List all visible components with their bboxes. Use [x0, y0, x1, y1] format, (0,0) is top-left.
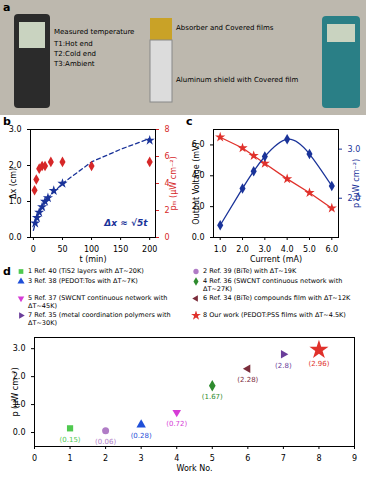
html-text:b: b	[3, 115, 11, 128]
svg-text:Δx (cm): Δx (cm)	[9, 168, 18, 199]
svg-text:0.0: 0.0	[13, 428, 26, 437]
svg-text:Current (mA): Current (mA)	[250, 255, 302, 264]
svg-text:6.0: 6.0	[325, 245, 338, 254]
svg-text:Output Voltage (mV): Output Voltage (mV)	[192, 142, 201, 224]
svg-text:(1.67): (1.67)	[202, 393, 223, 401]
svg-text:t (min): t (min)	[79, 255, 106, 264]
html-text:4 Ref. 36 (SWCNT continuous ne: 4 Ref. 36 (SWCNT continuous network with…	[203, 277, 343, 293]
svg-text:3.0: 3.0	[348, 145, 361, 154]
svg-text:(2.96): (2.96)	[308, 360, 329, 368]
svg-text:Work No.: Work No.	[176, 464, 212, 473]
svg-text:(0.28): (0.28)	[131, 432, 152, 440]
svg-text:Aluminum shield with Covered f: Aluminum shield with Covered film	[176, 76, 299, 84]
html-text:c: c	[186, 115, 193, 128]
svg-text:pₘ (μW cm⁻²): pₘ (μW cm⁻²)	[169, 156, 178, 210]
html-text:1 Ref. 40 (TiS2 layers with ΔT: 1 Ref. 40 (TiS2 layers with ΔT~20K)	[28, 267, 144, 275]
svg-text:(2.28): (2.28)	[237, 376, 258, 384]
svg-text:5: 5	[210, 454, 215, 463]
html-text:d: d	[3, 265, 11, 278]
svg-text:(0.72): (0.72)	[166, 420, 187, 428]
svg-text:5.0: 5.0	[303, 245, 316, 254]
svg-text:3.0: 3.0	[13, 344, 26, 353]
svg-text:0.0: 0.0	[9, 233, 22, 242]
html-text:6 Ref. 34 (BiTe) compounds fil: 6 Ref. 34 (BiTe) compounds film with ΔT~…	[203, 294, 351, 302]
svg-text:T3:Ambient: T3:Ambient	[53, 60, 95, 68]
svg-text:Absorber and Covered films: Absorber and Covered films	[176, 24, 274, 32]
html-text:7 Ref. 35 (metal coordination: 7 Ref. 35 (metal coordination polymers w…	[28, 311, 171, 327]
svg-text:2.0: 2.0	[8, 161, 22, 171]
svg-text:3.0: 3.0	[8, 125, 22, 135]
svg-text:0.0: 0.0	[192, 233, 205, 242]
svg-text:2.0: 2.0	[236, 245, 249, 254]
svg-text:Δx ≈ √5t: Δx ≈ √5t	[103, 218, 148, 228]
svg-text:2: 2	[103, 454, 108, 463]
html-text:5 Ref. 37 (SWCNT continuous ne: 5 Ref. 37 (SWCNT continuous network with…	[28, 294, 168, 310]
svg-text:8: 8	[316, 454, 321, 463]
svg-text:0: 0	[32, 454, 37, 463]
svg-text:T1:Hot end: T1:Hot end	[53, 40, 93, 48]
svg-text:0: 0	[165, 233, 170, 242]
svg-text:(2.8): (2.8)	[275, 362, 292, 370]
svg-text:p (μW cm⁻²): p (μW cm⁻²)	[352, 159, 361, 208]
svg-text:100: 100	[84, 245, 99, 254]
svg-text:0: 0	[31, 245, 36, 254]
svg-text:2: 2	[164, 206, 170, 216]
html-text:3 Ref. 38 (PEDOT:Tos with ΔT~7: 3 Ref. 38 (PEDOT:Tos with ΔT~7K)	[28, 277, 138, 285]
svg-text:a: a	[3, 1, 10, 14]
svg-text:4: 4	[164, 179, 170, 189]
svg-text:(0.06): (0.06)	[95, 438, 116, 446]
svg-text:1: 1	[68, 454, 73, 463]
svg-text:1.0: 1.0	[8, 197, 22, 207]
svg-text:4.0: 4.0	[281, 245, 294, 254]
svg-text:9: 9	[352, 454, 357, 463]
svg-text:p (μW cm⁻²): p (μW cm⁻²)	[11, 367, 20, 416]
svg-text:50: 50	[57, 245, 67, 254]
html-text:8 Our work (PEDOT:PSS films wi: 8 Our work (PEDOT:PSS films with ΔT~4.5K…	[203, 311, 346, 319]
svg-text:3.0: 3.0	[258, 245, 271, 254]
html-text:2 Ref. 39 (BiTe) with ΔT~19K: 2 Ref. 39 (BiTe) with ΔT~19K	[203, 267, 297, 275]
svg-text:T2:Cold end: T2:Cold end	[53, 50, 96, 58]
svg-text:4: 4	[174, 454, 179, 463]
svg-text:8: 8	[165, 125, 170, 134]
svg-text:(0.15): (0.15)	[60, 436, 81, 444]
svg-text:3: 3	[139, 454, 144, 463]
svg-text:7: 7	[281, 454, 286, 463]
svg-text:6: 6	[164, 152, 170, 162]
svg-text:1.0: 1.0	[214, 245, 227, 254]
svg-text:Measured temperature: Measured temperature	[54, 28, 134, 36]
svg-text:6: 6	[245, 454, 250, 463]
svg-text:200: 200	[142, 245, 157, 254]
svg-text:150: 150	[113, 245, 128, 254]
